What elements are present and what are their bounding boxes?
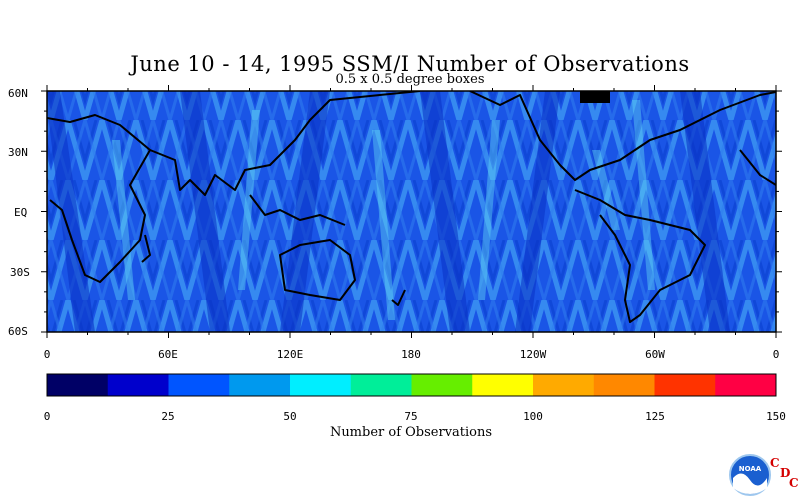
ice-shelf-mark <box>580 91 610 103</box>
x-tick-label: 60W <box>645 348 665 361</box>
x-tick-label: 120W <box>520 348 547 361</box>
y-tick-label: 60S <box>8 325 28 338</box>
chart-subtitle: 0.5 x 0.5 degree boxes <box>335 72 485 87</box>
colorbar-frame <box>46 373 777 397</box>
colorbar-segment <box>654 374 716 396</box>
colorbar-tick-label: 50 <box>283 410 296 423</box>
colorbar-segment <box>533 374 595 396</box>
colorbar-segment <box>593 374 655 396</box>
cdc-letter-c2: C <box>789 476 799 490</box>
x-tick-label: 0 <box>773 348 780 361</box>
y-tick-label: 30N <box>8 146 28 159</box>
cdc-letter-d: D <box>780 466 791 480</box>
x-tick-label: 60E <box>158 348 178 361</box>
colorbar-segment <box>107 374 169 396</box>
colorbar-tick-label: 100 <box>523 410 543 423</box>
colorbar-segment <box>715 374 777 396</box>
y-tick-label: 60N <box>8 87 28 100</box>
colorbar-segment <box>168 374 230 396</box>
colorbar-segment <box>472 374 534 396</box>
noaa-logo-text: NOAA <box>739 465 762 473</box>
colorbar-segment <box>350 374 412 396</box>
noaa-logo: NOAA <box>729 454 771 496</box>
y-tick-label: EQ <box>14 206 27 219</box>
x-tick-label: 180 <box>401 348 421 361</box>
heatmap-background <box>47 91 776 332</box>
y-tick-label: 30S <box>10 266 30 279</box>
coastlines <box>47 91 776 323</box>
colorbar-label: Number of Observations <box>329 425 493 440</box>
colorbar-tick-label: 75 <box>404 410 417 423</box>
colorbar-tick-label: 25 <box>161 410 174 423</box>
colorbar-segment <box>47 374 109 396</box>
cdc-letter-c: C <box>770 456 780 470</box>
colorbar <box>47 374 777 396</box>
x-tick-label: 0 <box>44 348 51 361</box>
colorbar-tick-label: 150 <box>766 410 786 423</box>
chart-title: June 10 - 14, 1995 SSM/I Number of Obser… <box>130 52 690 76</box>
colorbar-tick-label: 0 <box>44 410 51 423</box>
colorbar-tick-label: 125 <box>645 410 665 423</box>
colorbar-segment <box>229 374 291 396</box>
x-tick-label: 120E <box>277 348 304 361</box>
colorbar-segment <box>411 374 473 396</box>
colorbar-segment <box>290 374 352 396</box>
